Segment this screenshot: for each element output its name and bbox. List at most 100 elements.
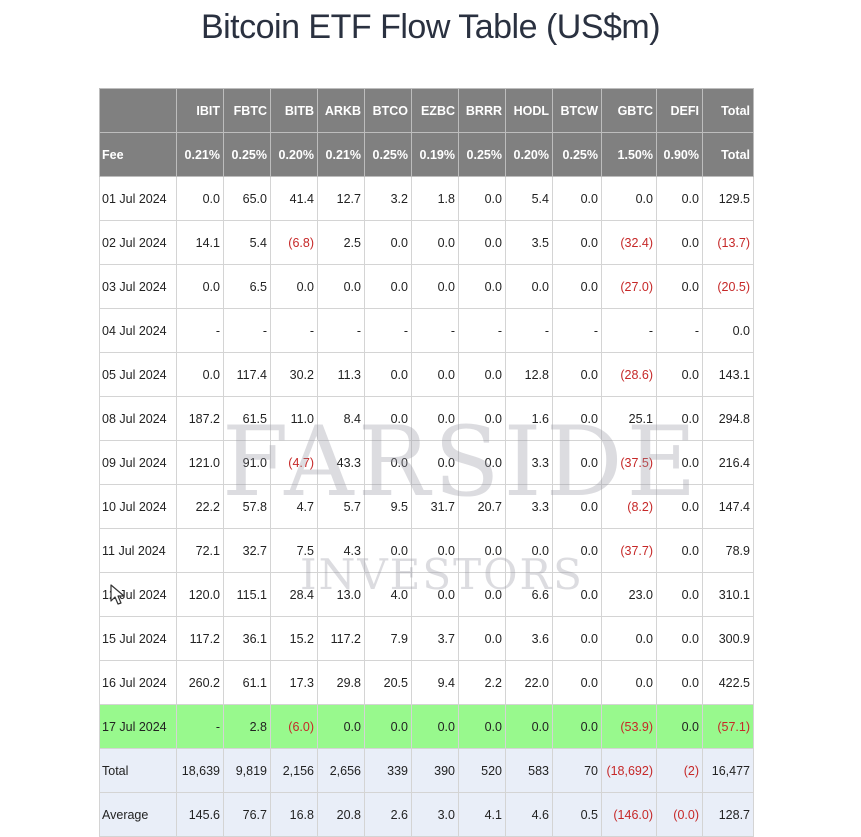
flow-value-cell: 23.0 xyxy=(601,572,657,617)
flow-value-cell: (37.5) xyxy=(601,440,657,485)
total-row-value-cell: (2) xyxy=(656,748,703,793)
mouse-cursor-icon xyxy=(110,584,125,605)
flow-value-cell: (37.7) xyxy=(601,528,657,573)
flow-value-cell: 216.4 xyxy=(702,440,754,485)
average-row-value-cell: 76.7 xyxy=(223,792,271,837)
date-cell: 10 Jul 2024 xyxy=(99,484,177,529)
flow-value-cell: 143.1 xyxy=(702,352,754,397)
fee-cell: 0.19% xyxy=(411,132,459,177)
fee-cell: Total xyxy=(702,132,754,177)
flow-value-cell: - xyxy=(505,308,553,353)
flow-value-cell: 147.4 xyxy=(702,484,754,529)
flow-value-cell: 1.6 xyxy=(505,396,553,441)
etf-flow-table: IBIT FBTC BITB ARKB BTCO EZBC BRRR HODL … xyxy=(99,88,754,837)
date-cell: 03 Jul 2024 xyxy=(99,264,177,309)
flow-value-cell: 3.3 xyxy=(505,440,553,485)
flow-value-cell: 0.0 xyxy=(317,264,365,309)
flow-value-cell: 0.0 xyxy=(601,660,657,705)
table-row: 08 Jul 2024 187.2 61.5 11.0 8.4 0.0 0.0 0.0 1.6 0… xyxy=(99,396,754,441)
flow-value-cell: (6.0) xyxy=(270,704,318,749)
table-row: 02 Jul 2024 14.1 5.4 (6.8) 2.5 0.0 0.0 0.0 3.5 0.… xyxy=(99,220,754,265)
flow-value-cell: 7.9 xyxy=(364,616,412,661)
flow-value-cell: 0.0 xyxy=(656,572,703,617)
flow-value-cell: 4.0 xyxy=(364,572,412,617)
flow-value-cell: 4.3 xyxy=(317,528,365,573)
flow-value-cell: 12.7 xyxy=(317,176,365,221)
flow-value-cell: 294.8 xyxy=(702,396,754,441)
total-row: Total 18,639 9,819 2,156 2,656 339 390 520 583 70… xyxy=(99,748,754,793)
flow-value-cell: 20.7 xyxy=(458,484,506,529)
total-row-value-cell: (18,692) xyxy=(601,748,657,793)
total-row-value-cell: 9,819 xyxy=(223,748,271,793)
flow-value-cell: 61.5 xyxy=(223,396,271,441)
flow-value-cell: - xyxy=(552,308,602,353)
date-cell: 05 Jul 2024 xyxy=(99,352,177,397)
flow-value-cell: 422.5 xyxy=(702,660,754,705)
flow-value-cell: 57.8 xyxy=(223,484,271,529)
flow-value-cell: 15.2 xyxy=(270,616,318,661)
date-cell: 12 Jul 2024 xyxy=(99,572,177,617)
flow-value-cell: (32.4) xyxy=(601,220,657,265)
table-row: 01 Jul 2024 0.0 65.0 41.4 12.7 3.2 1.8 0.0 5.4 0.… xyxy=(99,176,754,221)
flow-value-cell: 0.0 xyxy=(601,176,657,221)
average-row-value-cell: (0.0) xyxy=(656,792,703,837)
flow-value-cell: 0.0 xyxy=(411,264,459,309)
table-row: 12 Jul 2024 120.0 115.1 28.4 13.0 4.0 0.0 0.0 6.… xyxy=(99,572,754,617)
flow-value-cell: 91.0 xyxy=(223,440,271,485)
flow-value-cell: 11.3 xyxy=(317,352,365,397)
date-cell: 04 Jul 2024 xyxy=(99,308,177,353)
flow-value-cell: 3.7 xyxy=(411,616,459,661)
header-total: Total xyxy=(702,88,754,133)
flow-value-cell: 0.0 xyxy=(458,572,506,617)
flow-value-cell: (6.8) xyxy=(270,220,318,265)
flow-value-cell: 0.0 xyxy=(656,264,703,309)
flow-value-cell: (53.9) xyxy=(601,704,657,749)
flow-table-footer: Total 18,639 9,819 2,156 2,656 339 390 520 583 70… xyxy=(99,748,754,837)
fee-cell: 0.25% xyxy=(552,132,602,177)
total-row-value-cell: 583 xyxy=(505,748,553,793)
header-brrr: BRRR xyxy=(458,88,506,133)
flow-value-cell: - xyxy=(223,308,271,353)
date-cell: 16 Jul 2024 xyxy=(99,660,177,705)
flow-value-cell: 2.8 xyxy=(223,704,271,749)
flow-value-cell: 0.0 xyxy=(364,528,412,573)
total-row-label: Total xyxy=(99,748,177,793)
flow-value-cell: 28.4 xyxy=(270,572,318,617)
flow-value-cell: 0.0 xyxy=(552,528,602,573)
fee-cell: 1.50% xyxy=(601,132,657,177)
flow-value-cell: 0.0 xyxy=(656,440,703,485)
flow-value-cell: 65.0 xyxy=(223,176,271,221)
fee-cell: 0.25% xyxy=(364,132,412,177)
total-row-value-cell: 2,656 xyxy=(317,748,365,793)
flow-value-cell: 8.4 xyxy=(317,396,365,441)
flow-value-cell: 5.4 xyxy=(505,176,553,221)
date-cell: 09 Jul 2024 xyxy=(99,440,177,485)
table-row: 09 Jul 2024 121.0 91.0 (4.7) 43.3 0.0 0.0 0.0 3.… xyxy=(99,440,754,485)
flow-value-cell: 0.0 xyxy=(505,704,553,749)
flow-value-cell: 0.0 xyxy=(364,440,412,485)
flow-value-cell: 0.0 xyxy=(552,616,602,661)
flow-value-cell: 0.0 xyxy=(364,352,412,397)
table-row: 05 Jul 2024 0.0 117.4 30.2 11.3 0.0 0.0 0.0 12.8… xyxy=(99,352,754,397)
flow-value-cell: 3.3 xyxy=(505,484,553,529)
flow-value-cell: - xyxy=(601,308,657,353)
flow-value-cell: 0.0 xyxy=(364,396,412,441)
flow-value-cell: 11.0 xyxy=(270,396,318,441)
average-row-value-cell: (146.0) xyxy=(601,792,657,837)
average-row-value-cell: 4.6 xyxy=(505,792,553,837)
flow-value-cell: 0.0 xyxy=(552,440,602,485)
header-arkb: ARKB xyxy=(317,88,365,133)
date-cell: 08 Jul 2024 xyxy=(99,396,177,441)
flow-value-cell: 0.0 xyxy=(656,176,703,221)
flow-value-cell: 0.0 xyxy=(364,220,412,265)
header-ezbc: EZBC xyxy=(411,88,459,133)
flow-value-cell: 0.0 xyxy=(458,704,506,749)
total-row-value-cell: 339 xyxy=(364,748,412,793)
flow-value-cell: 3.2 xyxy=(364,176,412,221)
flow-value-cell: 14.1 xyxy=(176,220,224,265)
flow-value-cell: 9.4 xyxy=(411,660,459,705)
flow-value-cell: 0.0 xyxy=(552,484,602,529)
flow-value-cell: 13.0 xyxy=(317,572,365,617)
flow-value-cell: 43.3 xyxy=(317,440,365,485)
